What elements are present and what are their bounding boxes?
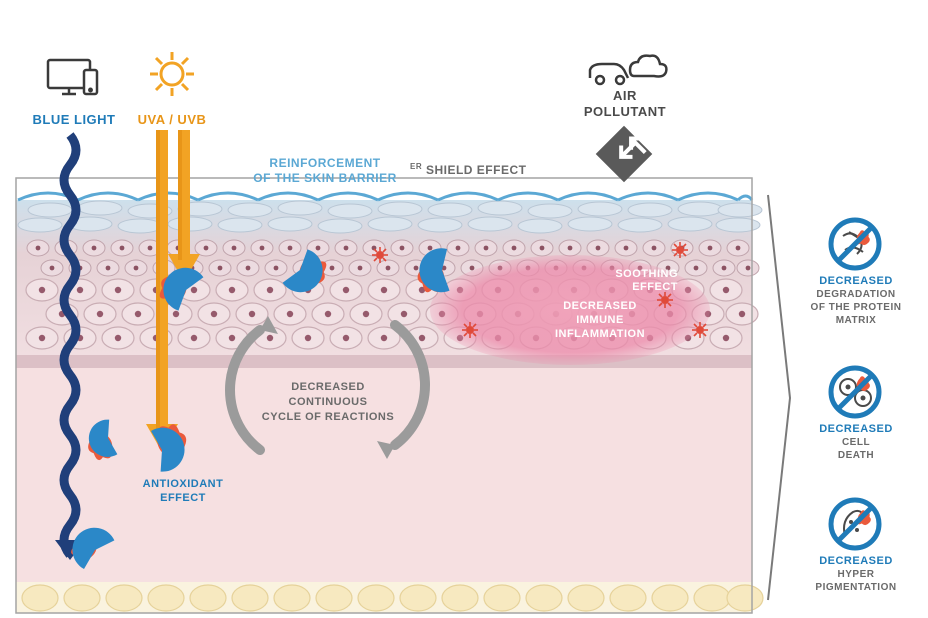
cycle-label: DECREASEDCONTINUOUSCYCLE OF REACTIONS [238,380,418,425]
shield-effect-label: ER SHIELD EFFECT [410,162,570,177]
immune-inflammation-label: DECREASEDIMMUNEINFLAMMATION [520,300,680,341]
result3-label: DECREASED HYPER PIGMENTATION [796,554,916,594]
car-cloud-icon [590,56,666,84]
skin-barrier [18,193,752,200]
skin-diagram [0,0,928,618]
pollutant-bounce-icon [596,126,653,183]
result-icon-pigment [831,500,879,548]
blue-light-label: BLUE LIGHT [24,112,124,127]
results-bracket [768,195,790,600]
antioxidant-label: ANTIOXIDANTEFFECT [118,478,248,506]
result-icon-cell [831,368,879,416]
result2-label: DECREASED CELL DEATH [796,422,916,462]
result-icon-protein [831,220,879,268]
reinforcement-label: REINFORCEMENTOF THE SKIN BARRIER [230,156,420,186]
monitor-icon [48,60,97,94]
soothing-effect-label: SOOTHINGEFFECT [548,268,678,294]
uva-uvb-label: UVA / UVB [132,112,212,127]
result1-label: DECREASED DEGRADATION OF THE PROTEIN MAT… [796,274,916,327]
air-pollutant-label: AIRPOLLUTANT [560,88,690,119]
sun-icon [150,52,194,96]
